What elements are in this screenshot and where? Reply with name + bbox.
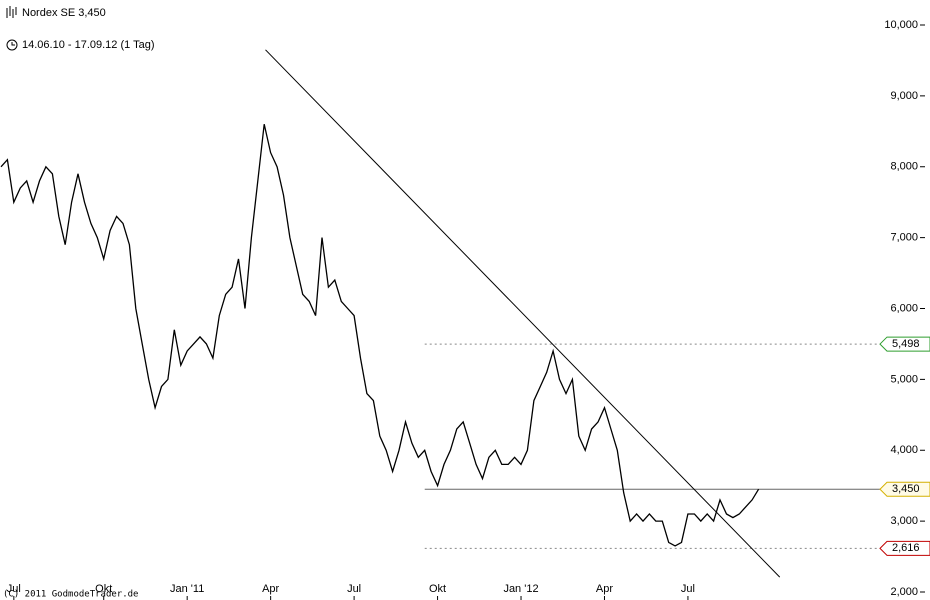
x-tick-label: Jul <box>681 583 695 595</box>
y-tick-label: 2,000 <box>890 586 918 598</box>
x-tick-label: Jul <box>347 583 361 595</box>
clock-icon <box>6 39 18 51</box>
level-tag <box>879 540 930 556</box>
y-tick-label: 10,000 <box>884 19 918 31</box>
title-icon <box>6 6 17 18</box>
x-tick-label: Apr <box>596 583 613 595</box>
y-tick-label: 8,000 <box>890 161 918 173</box>
y-tick-label: 7,000 <box>890 232 918 244</box>
x-tick-label: Jan '12 <box>503 583 538 595</box>
y-tick-label: 3,000 <box>890 515 918 527</box>
footer: (C) 2011 GodmodeTrader.de <box>3 590 138 600</box>
x-tick-label: Apr <box>262 583 279 595</box>
x-tick-label: Jul <box>7 583 21 595</box>
x-tick-label: Okt <box>95 583 112 595</box>
level-tag <box>879 481 930 497</box>
level-label: 3,450 <box>892 483 920 495</box>
level-label: 2,616 <box>892 542 920 554</box>
chart-title: Nordex SE 3,450 <box>22 7 106 19</box>
y-tick-label: 9,000 <box>890 90 918 102</box>
x-tick-label: Okt <box>429 583 446 595</box>
trend-line <box>265 49 781 578</box>
y-tick-label: 5,000 <box>890 373 918 385</box>
level-label: 5,498 <box>892 338 920 350</box>
x-tick-label: Jan '11 <box>170 583 204 595</box>
chart-subtitle: 14.06.10 - 17.09.12 (1 Tag) <box>22 39 155 51</box>
y-tick-label: 4,000 <box>890 444 918 456</box>
price-line <box>0 124 760 547</box>
level-tag <box>879 336 930 352</box>
y-tick-label: 6,000 <box>890 302 918 314</box>
